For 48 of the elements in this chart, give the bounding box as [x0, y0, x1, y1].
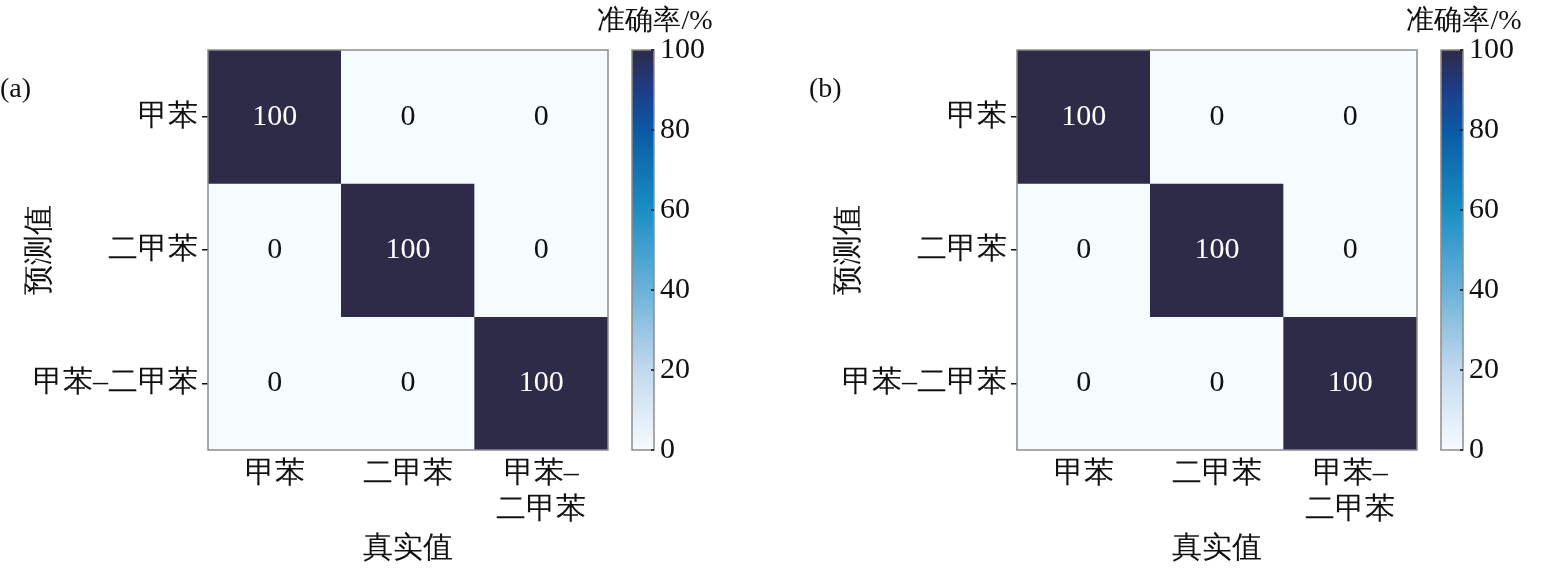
data-label: 0: [400, 364, 416, 398]
text: (b): [809, 72, 842, 104]
data-label: 100: [1327, 364, 1373, 398]
color-bar-label: 0: [1469, 430, 1484, 464]
data-label: 0: [1342, 230, 1358, 264]
color-bar-label: 80: [660, 110, 690, 144]
y-tick-label: 甲苯: [138, 97, 198, 131]
data-label: 0: [1342, 97, 1358, 131]
data-label: 100: [518, 364, 564, 398]
y-tick-label: 甲苯–二甲苯: [842, 364, 1007, 398]
y-tick-label: 甲苯: [947, 97, 1007, 131]
x-axis-title: 真实值: [1172, 529, 1262, 563]
data-label: 100: [252, 97, 298, 131]
x-tick-label: 二甲苯: [1172, 454, 1262, 488]
color-bar-label: 40: [1469, 270, 1499, 304]
y-tick-label: 甲苯–二甲苯: [33, 364, 198, 398]
y-axis-title: 预测值: [829, 205, 863, 295]
data-label: 0: [267, 364, 283, 398]
color-bar-title: 准确率/%: [1406, 4, 1522, 36]
y-tick-label: 二甲苯: [917, 230, 1007, 264]
color-bar-label: 80: [1469, 110, 1499, 144]
data-label: 0: [533, 97, 549, 131]
data-label: 100: [385, 230, 431, 264]
data-label: 100: [1194, 230, 1240, 264]
y-axis-title: 预测值: [20, 205, 54, 295]
color-bar-label: 60: [1469, 190, 1499, 224]
x-tick-label: 甲苯: [1053, 454, 1114, 488]
x-tick-label: 甲苯–二甲苯: [496, 454, 587, 524]
color-bar-title: 准确率/%: [597, 4, 713, 36]
color-bar-label: 0: [660, 430, 675, 464]
data-label: 0: [533, 230, 549, 264]
data-label: 100: [1061, 97, 1107, 131]
x-tick-label: 二甲苯: [363, 454, 453, 488]
data-label: 0: [400, 97, 416, 131]
color-bar-label: 60: [660, 190, 690, 224]
x-tick-label: 甲苯–二甲苯: [1305, 454, 1396, 524]
data-label: 0: [1209, 364, 1225, 398]
y-tick-label: 二甲苯: [108, 230, 198, 264]
x-axis-title: 真实值: [363, 529, 453, 563]
x-tick-label: 甲苯: [244, 454, 305, 488]
data-label: 0: [1076, 364, 1092, 398]
color-bar-label: 40: [660, 270, 690, 304]
data-label: 0: [1076, 230, 1092, 264]
data-label: 0: [267, 230, 283, 264]
color-bar-label: 20: [1469, 350, 1499, 384]
data-label: 0: [1209, 97, 1225, 131]
color-bar-label: 20: [660, 350, 690, 384]
text: (a): [0, 72, 32, 104]
